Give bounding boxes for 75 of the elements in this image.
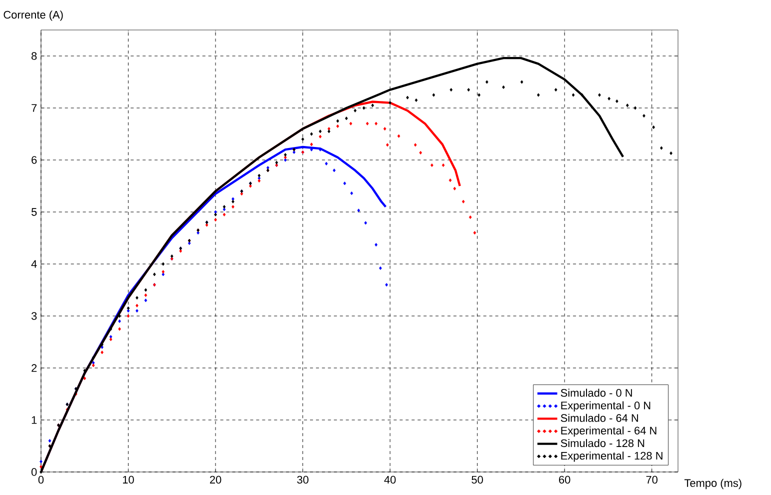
point [40,464,42,469]
point [48,438,52,443]
point [414,143,417,147]
point [419,150,422,155]
legend-label: Simulado - 128 N [560,439,644,448]
legend-label: Experimental - 64 N [561,426,656,437]
point [453,186,456,190]
point [92,360,95,365]
point [343,182,346,186]
y-axis-title: Corrente (A) [4,10,63,21]
y-tick-label: 6 [32,156,37,164]
point [92,364,95,368]
point [144,293,148,297]
point [100,350,104,354]
y-tick-label: 1 [32,416,37,424]
y-tick-label: 3 [31,312,37,320]
point [374,242,378,247]
x-tick-label: 60 [559,476,570,484]
point [349,122,352,126]
point [83,376,86,380]
legend-label: Simulado - 0 N [560,388,632,397]
x-tick-label: 30 [297,476,308,484]
point [222,212,226,216]
point [442,163,445,167]
point [468,215,472,219]
point [109,334,112,339]
point [364,221,368,225]
y-tick-label: 0 [31,468,37,476]
point [214,218,217,222]
legend-label: Experimental - 128 N [561,452,662,462]
point [462,200,465,204]
point [366,122,369,126]
x-tick-label: 40 [384,476,396,484]
x-tick-label: 70 [646,476,658,484]
point [318,134,322,138]
point [385,282,388,287]
point [136,304,138,308]
y-tick-label: 5 [32,208,37,216]
point [162,270,165,274]
point [310,142,313,146]
legend-label: Experimental - 0 N [561,401,650,412]
point [430,163,434,167]
y-tick-label: 4 [31,260,37,268]
point [40,460,42,464]
x-tick-label: 20 [210,476,222,484]
y-tick-label: 8 [32,52,37,60]
point [144,298,148,302]
y-tick-label: 7 [32,104,37,112]
point [357,208,360,212]
x-tick-label: 10 [123,476,134,484]
x-axis-title: Tempo (ms) [684,478,742,490]
point [397,134,400,138]
x-tick-label: 50 [472,476,483,484]
y-tick-label: 2 [32,364,37,372]
point [118,319,121,323]
point [448,178,452,182]
point [258,178,261,183]
point [350,191,354,196]
legend-label: Simulado - 64 N [560,414,638,422]
point [118,327,121,331]
point [336,124,340,128]
point [386,143,389,147]
point [374,122,378,126]
point [379,266,382,270]
point [332,168,336,172]
point [232,204,234,209]
point [284,158,287,162]
x-tick-label: 0 [38,476,44,484]
point [473,230,476,235]
point [109,338,112,342]
point [126,314,130,318]
point [136,308,138,313]
point [324,162,328,166]
point [383,126,386,131]
point [162,272,165,276]
